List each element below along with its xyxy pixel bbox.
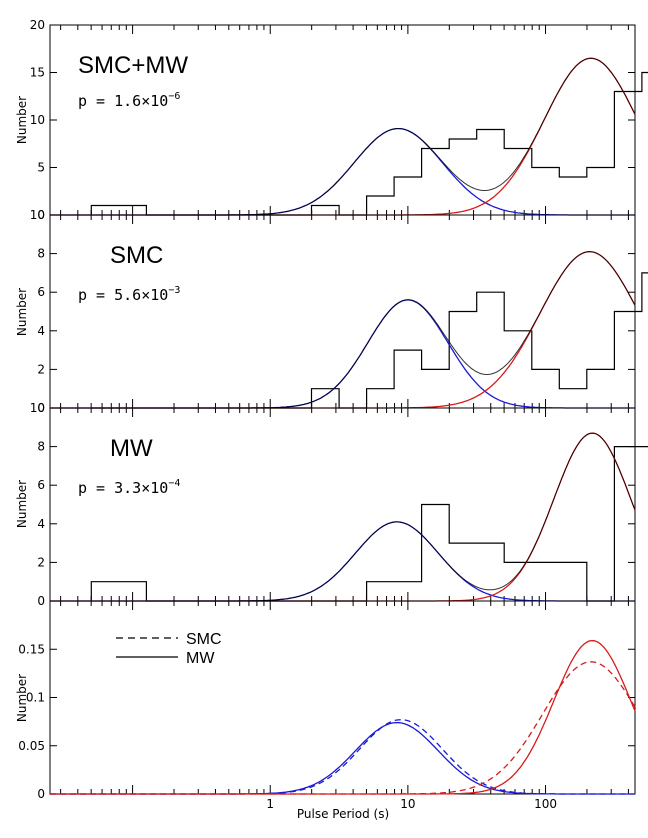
y-ticks: 0 0.05 0.1 0.15	[18, 642, 635, 801]
x-ticks	[60, 215, 629, 408]
curve-smc-short	[50, 719, 635, 795]
y-axis-label: Number	[15, 480, 29, 528]
x-ticks	[60, 408, 629, 601]
y-tick-label: 20	[30, 18, 45, 32]
p-value: p = 5.6×10−3	[78, 285, 180, 304]
curve-sum	[50, 251, 636, 409]
panel-smc-mw: SMC+MW p = 1.6×10−6 Number 0 5 10 15 20	[15, 18, 648, 222]
p-value: p = 1.6×10−6	[78, 91, 180, 110]
y-tick-label: 6	[37, 285, 45, 299]
y-tick-label: 8	[37, 247, 45, 261]
x-ticks: 1101001000	[60, 601, 629, 811]
y-tick-label: 0	[37, 208, 45, 222]
curve-smc-long	[50, 661, 636, 795]
y-tick-label: 0.1	[26, 691, 45, 705]
y-tick-label: 5	[37, 161, 45, 175]
panel-title: MW	[110, 435, 153, 462]
y-tick-label: 6	[37, 478, 45, 492]
legend-smc-label: SMC	[186, 631, 222, 648]
y-axis-label: Number	[15, 288, 29, 336]
panel-normalized: Number 00.050.10.15 1101001000 SMC MW Pu…	[15, 600, 636, 821]
curve-sum	[50, 57, 636, 216]
curve-short-period	[50, 299, 635, 409]
y-tick-label: 10	[30, 113, 45, 127]
y-ticks: 0 2 4 6 8 10	[30, 208, 635, 415]
panel-title: SMC+MW	[78, 52, 188, 79]
x-tick-label: 1	[266, 797, 274, 811]
model-curves	[50, 639, 636, 795]
x-ticks	[60, 25, 629, 215]
y-tick-label: 15	[30, 66, 45, 80]
p-value: p = 3.3×10−4	[78, 478, 180, 497]
x-axis-label: Pulse Period (s)	[297, 807, 389, 821]
curve-short-period	[50, 127, 635, 216]
curve-mw-short	[50, 721, 635, 795]
y-ticks: 0 5 10 15 20	[30, 18, 635, 222]
y-tick-label: 0.05	[18, 739, 45, 753]
panel-smc: SMC p = 5.6×10−3 Number 0 2 4 6 8 10	[15, 208, 648, 415]
histogram	[90, 446, 648, 602]
legend-mw-label: MW	[186, 650, 215, 667]
y-tick-label: 10	[30, 208, 45, 222]
y-axis-label: Number	[15, 674, 29, 722]
curve-long-period	[50, 57, 636, 216]
y-tick-label: 0.15	[18, 642, 45, 656]
y-tick-label: 0	[37, 594, 45, 608]
y-tick-label: 0	[37, 787, 45, 801]
x-tick-label: 100	[534, 797, 557, 811]
y-tick-label: 10	[30, 401, 45, 415]
fit-curves	[50, 57, 636, 216]
legend: SMC MW	[116, 631, 222, 667]
panel-title: SMC	[110, 242, 163, 269]
panel-mw: MW p = 3.3×10−4 Number 0 2 4 6 8 10	[15, 401, 648, 608]
y-tick-label: 4	[37, 324, 45, 338]
y-tick-label: 2	[37, 555, 45, 569]
curve-short-period	[50, 521, 635, 602]
curve-mw-long	[50, 639, 636, 795]
y-tick-label: 2	[37, 362, 45, 376]
x-tick-label: 10	[400, 797, 415, 811]
y-tick-label: 8	[37, 440, 45, 454]
y-tick-label: 4	[37, 517, 45, 531]
histogram-step	[90, 446, 648, 602]
fit-curves	[50, 251, 636, 409]
y-axis-label: Number	[15, 96, 29, 144]
y-tick-label: 0	[37, 401, 45, 415]
curve-long-period	[50, 251, 636, 409]
